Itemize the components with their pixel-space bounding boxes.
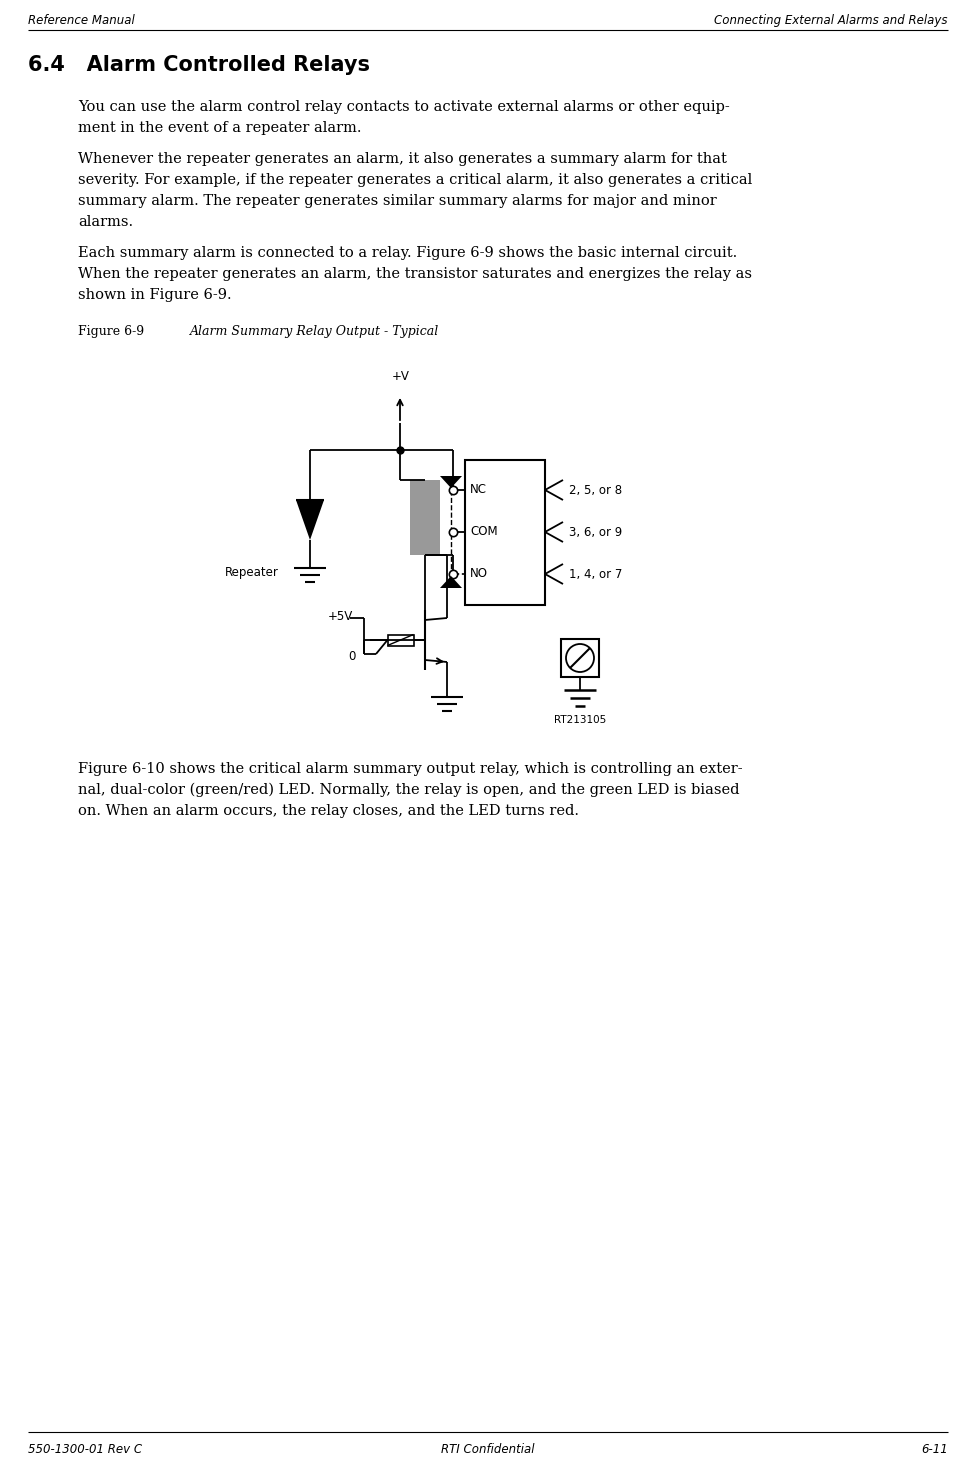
Text: +5V: +5V [328, 609, 353, 623]
Text: Reference Manual: Reference Manual [28, 15, 135, 26]
Bar [465, 460, 545, 605]
Text: shown in Figure 6-9.: shown in Figure 6-9. [78, 289, 231, 302]
Polygon shape [296, 500, 324, 541]
Text: 1, 4, or 7: 1, 4, or 7 [569, 568, 623, 582]
Text: +V: +V [392, 371, 410, 382]
Polygon shape [440, 476, 462, 488]
Text: 550-1300-01 Rev C: 550-1300-01 Rev C [28, 1443, 142, 1456]
Text: alarms.: alarms. [78, 215, 133, 229]
Text: COM: COM [470, 524, 498, 538]
Text: on. When an alarm occurs, the relay closes, and the LED turns red.: on. When an alarm occurs, the relay clos… [78, 804, 579, 817]
Text: NC: NC [470, 483, 487, 497]
Polygon shape [440, 576, 462, 587]
Text: Alarm Summary Relay Output - Typical: Alarm Summary Relay Output - Typical [190, 325, 439, 338]
Text: Repeater: Repeater [225, 565, 279, 579]
Text: 6-11: 6-11 [921, 1443, 948, 1456]
Text: RT213105: RT213105 [553, 715, 606, 725]
Text: 6.4   Alarm Controlled Relays: 6.4 Alarm Controlled Relays [28, 56, 370, 75]
Text: Connecting External Alarms and Relays: Connecting External Alarms and Relays [714, 15, 948, 26]
Text: Figure 6-10 shows the critical alarm summary output relay, which is controlling : Figure 6-10 shows the critical alarm sum… [78, 762, 743, 776]
Circle shape [566, 645, 594, 672]
Bar [561, 639, 599, 677]
Text: Each summary alarm is connected to a relay. Figure 6-9 shows the basic internal : Each summary alarm is connected to a rel… [78, 246, 737, 259]
Text: 3, 6, or 9: 3, 6, or 9 [569, 526, 623, 539]
Text: Whenever the repeater generates an alarm, it also generates a summary alarm for : Whenever the repeater generates an alarm… [78, 152, 727, 166]
Text: NO: NO [470, 567, 488, 580]
Text: ment in the event of a repeater alarm.: ment in the event of a repeater alarm. [78, 122, 361, 135]
Text: When the repeater generates an alarm, the transistor saturates and energizes the: When the repeater generates an alarm, th… [78, 267, 752, 281]
Text: RTI Confidential: RTI Confidential [441, 1443, 535, 1456]
Text: 0: 0 [348, 649, 355, 662]
Text: 2, 5, or 8: 2, 5, or 8 [569, 483, 622, 497]
Text: Figure 6-9: Figure 6-9 [78, 325, 144, 338]
Bar [387, 634, 414, 646]
Bar [410, 481, 440, 555]
Text: severity. For example, if the repeater generates a critical alarm, it also gener: severity. For example, if the repeater g… [78, 173, 752, 188]
Text: You can use the alarm control relay contacts to activate external alarms or othe: You can use the alarm control relay cont… [78, 100, 730, 114]
Text: summary alarm. The repeater generates similar summary alarms for major and minor: summary alarm. The repeater generates si… [78, 193, 716, 208]
Text: nal, dual-color (green/red) LED. Normally, the relay is open, and the green LED : nal, dual-color (green/red) LED. Normall… [78, 782, 740, 797]
